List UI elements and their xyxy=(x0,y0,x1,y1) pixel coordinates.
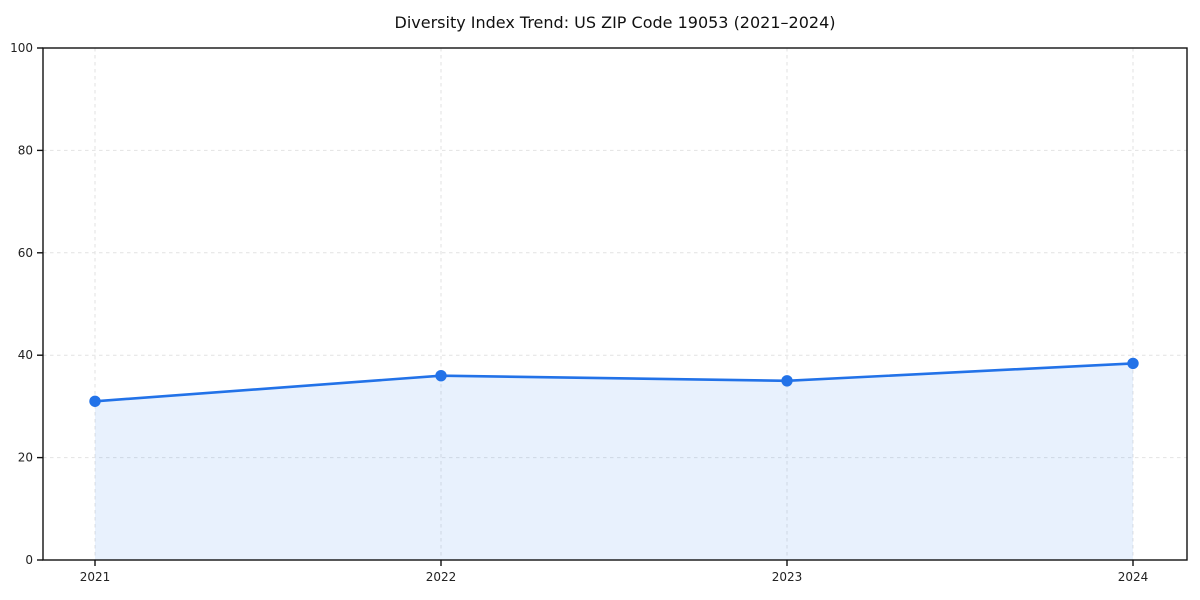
trend-line xyxy=(93,362,1135,403)
y-tick-label: 100 xyxy=(10,41,33,55)
data-point-marker xyxy=(781,375,793,387)
x-tick-label: 2023 xyxy=(772,570,803,584)
data-point-marker xyxy=(1127,357,1139,370)
data-point-marker xyxy=(89,395,101,407)
y-tick-label: 20 xyxy=(18,451,33,465)
chart-title: Diversity Index Trend: US ZIP Code 19053… xyxy=(394,13,836,32)
y-tick-label: 80 xyxy=(18,143,33,157)
x-tick-label: 2024 xyxy=(1118,570,1149,584)
x-tick-label: 2022 xyxy=(426,570,457,584)
plot-border xyxy=(42,47,1188,561)
y-tick-label: 40 xyxy=(18,348,33,362)
y-tick-label: 60 xyxy=(18,246,33,260)
x-tick-label: 2021 xyxy=(80,570,111,584)
area-fill xyxy=(95,363,1133,560)
data-point-marker xyxy=(435,369,447,382)
y-tick-label: 0 xyxy=(25,553,33,567)
